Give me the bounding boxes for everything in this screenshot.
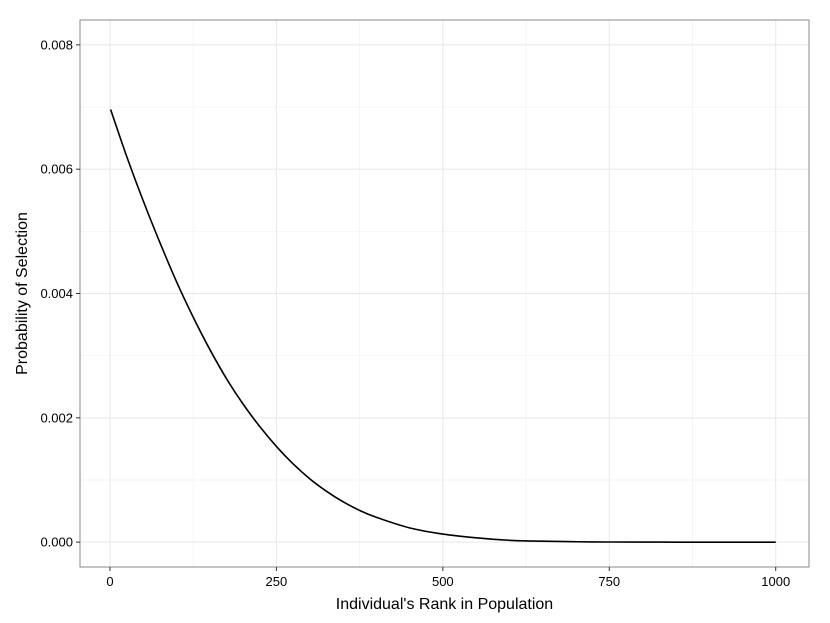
- x-axis: 0 250 500 750 1000: [106, 567, 790, 589]
- y-tick-label: 0.002: [40, 410, 73, 425]
- x-axis-title: Individual's Rank in Population: [336, 596, 553, 613]
- y-tick-label: 0.000: [40, 535, 73, 550]
- y-tick-label: 0.006: [40, 162, 73, 177]
- y-tick-label: 0.004: [40, 286, 73, 301]
- series-line-0: [109, 109, 776, 543]
- major-gridlines: [80, 20, 809, 567]
- x-tick-label: 500: [432, 574, 454, 589]
- x-tick-label: 0: [106, 574, 113, 589]
- x-tick-label: 1000: [761, 574, 790, 589]
- x-tick-label: 250: [266, 574, 288, 589]
- y-tick-label: 0.008: [40, 37, 73, 52]
- y-axis-title: Probability of Selection: [14, 212, 31, 375]
- y-axis: 0.000 0.002 0.004 0.006 0.008: [40, 37, 80, 550]
- minor-gridlines: [80, 20, 809, 567]
- series-layer: [109, 109, 776, 543]
- x-tick-label: 750: [598, 574, 620, 589]
